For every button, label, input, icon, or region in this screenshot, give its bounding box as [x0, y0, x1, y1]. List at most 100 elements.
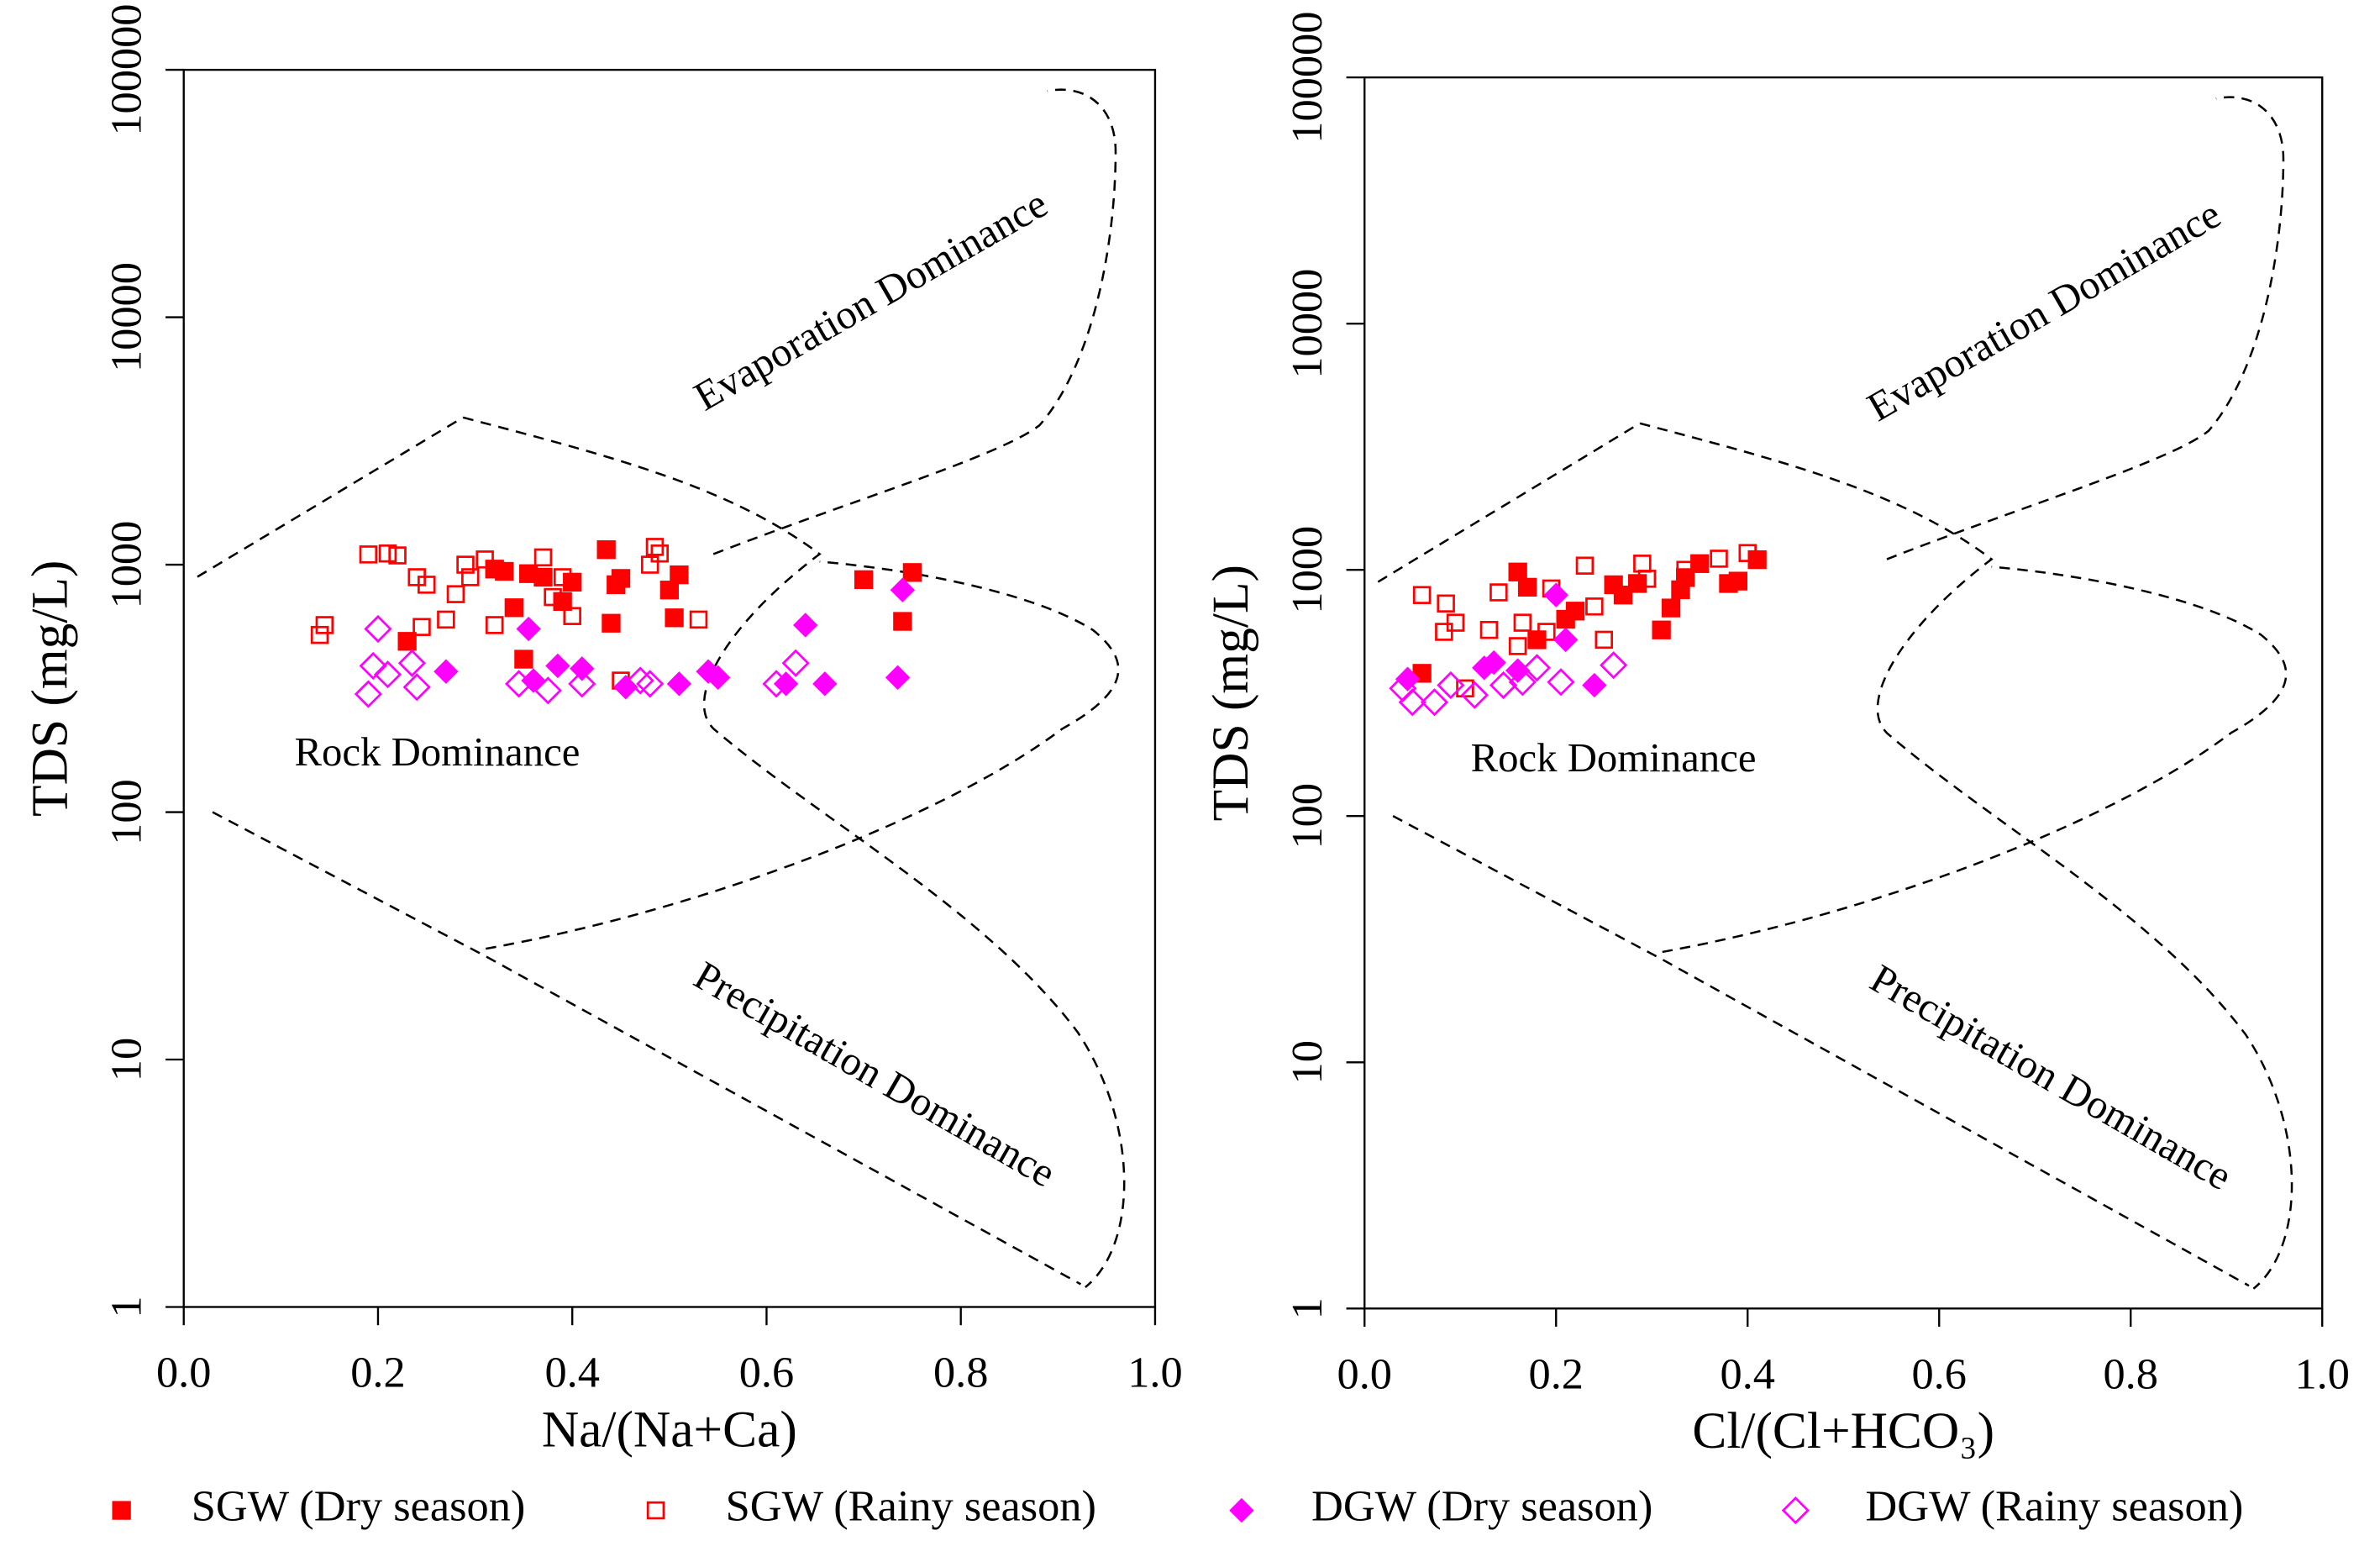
- point: [793, 613, 818, 638]
- x-tick-label: 0.2: [1529, 1349, 1584, 1398]
- x-tick-label: 0.8: [933, 1349, 988, 1397]
- point: [545, 653, 570, 679]
- point: [1481, 650, 1506, 676]
- dominance-boundaries: [1377, 96, 2293, 1291]
- point: [1479, 620, 1499, 639]
- y-tick-label: 1: [1283, 1297, 1332, 1319]
- point: [1728, 571, 1748, 591]
- point: [570, 656, 595, 681]
- dominance-boundaries: [196, 88, 1126, 1289]
- annotation: Rock Dominance: [1471, 735, 1757, 781]
- point: [1690, 554, 1710, 573]
- point: [854, 570, 874, 590]
- point: [885, 665, 911, 690]
- annotation: Evaporation Dominance: [686, 181, 1055, 419]
- y-tick-label: 100: [1283, 783, 1332, 849]
- point: [705, 665, 731, 690]
- point: [1537, 623, 1556, 641]
- point: [359, 651, 387, 681]
- point: [568, 670, 596, 698]
- point: [1420, 688, 1449, 717]
- point: [516, 616, 541, 642]
- point: [689, 610, 708, 629]
- x-tick-label: 0.6: [739, 1349, 794, 1397]
- y-tick-label: 10: [1283, 1040, 1332, 1084]
- x-tick-label: 0.8: [2104, 1349, 2158, 1398]
- point: [533, 548, 553, 567]
- point: [1437, 594, 1455, 613]
- point: [902, 563, 922, 582]
- point: [1517, 577, 1537, 597]
- point: [373, 660, 402, 689]
- x-tick-label: 0.0: [156, 1349, 211, 1397]
- y-axis-label: TDS (mg/L): [1202, 565, 1259, 821]
- x-tick-label: 0.6: [1912, 1349, 1967, 1398]
- y-tick-label: 100000: [102, 4, 151, 136]
- point: [636, 670, 665, 698]
- point: [1522, 654, 1552, 682]
- point: [1600, 651, 1628, 680]
- y-tick-label: 10: [102, 1038, 151, 1081]
- point: [397, 649, 427, 677]
- y-tick-label: 10000: [102, 262, 151, 372]
- x-tick-label: 1.0: [2294, 1349, 2349, 1398]
- point: [504, 598, 523, 618]
- point: [1437, 671, 1465, 700]
- point: [553, 568, 572, 586]
- point: [626, 666, 654, 695]
- point: [433, 659, 459, 684]
- point: [1505, 658, 1531, 683]
- x-tick-label: 0.2: [350, 1349, 405, 1397]
- annotation: Precipitation Dominance: [686, 953, 1063, 1196]
- point: [602, 613, 621, 633]
- legend-marker: [646, 1501, 665, 1520]
- point: [1508, 637, 1527, 655]
- point: [1637, 570, 1657, 588]
- annotation: Evaporation Dominance: [1860, 192, 2229, 430]
- plot-frame: [1363, 76, 2324, 1310]
- point: [762, 670, 791, 698]
- point: [1435, 623, 1453, 641]
- y-tick-label: 1: [102, 1296, 151, 1317]
- point: [1582, 672, 1607, 698]
- point: [359, 545, 378, 564]
- plot-frame: [182, 68, 1157, 1308]
- point: [645, 538, 665, 556]
- point: [533, 567, 553, 587]
- point: [1633, 555, 1652, 573]
- point: [1527, 630, 1547, 650]
- point: [1489, 583, 1508, 602]
- point: [893, 612, 912, 631]
- point: [553, 592, 572, 612]
- point: [412, 618, 431, 636]
- point: [315, 616, 334, 634]
- point: [544, 587, 562, 607]
- point: [495, 561, 514, 581]
- point: [659, 581, 679, 600]
- legend-marker: [1781, 1496, 1810, 1525]
- point: [1547, 668, 1575, 697]
- point: [354, 680, 382, 708]
- x-tick-label: 1.0: [1127, 1349, 1182, 1397]
- point: [563, 607, 581, 625]
- legend-marker: [1229, 1497, 1254, 1523]
- x-axis-label: Cl/(Cl+HCO₃): [1692, 1402, 1994, 1459]
- point: [446, 585, 465, 603]
- x-tick-label: 0.4: [544, 1349, 599, 1397]
- point: [670, 565, 689, 585]
- point: [485, 616, 504, 634]
- point: [514, 650, 533, 669]
- point: [1585, 597, 1604, 616]
- y-axis-label: TDS (mg/L): [21, 560, 78, 817]
- point: [418, 576, 436, 594]
- point: [310, 625, 329, 644]
- point: [611, 569, 631, 588]
- point: [1543, 582, 1568, 607]
- point: [1508, 668, 1537, 697]
- point: [781, 649, 810, 677]
- point: [563, 572, 582, 592]
- point: [1412, 586, 1432, 604]
- point: [1513, 613, 1532, 632]
- legend-label: SGW (Dry season): [192, 1482, 526, 1531]
